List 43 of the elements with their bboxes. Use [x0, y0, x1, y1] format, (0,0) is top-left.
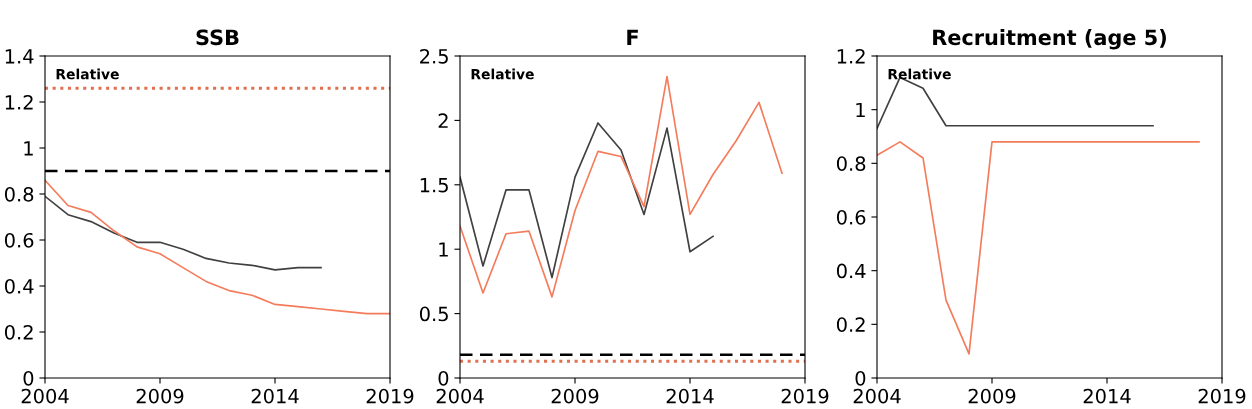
- x-tick-label: 2014: [251, 388, 299, 404]
- y-tick-label: 0.6: [836, 209, 866, 225]
- annotation: Relative: [471, 68, 534, 80]
- y-tick-label: 0.6: [4, 232, 34, 248]
- y-tick-label: 0.5: [419, 306, 448, 322]
- x-tick-label: 2009: [136, 388, 184, 404]
- x-tick-label: 2019: [781, 388, 829, 404]
- y-tick-label: 0: [23, 370, 34, 386]
- y-tick-label: 1: [24, 141, 33, 156]
- y-tick-label: 0: [438, 370, 449, 386]
- y-tick-label: 1: [439, 242, 448, 257]
- y-tick-label: 2: [438, 113, 448, 128]
- y-tick-label: 1.2: [5, 94, 33, 110]
- x-tick-label: 2009: [968, 388, 1016, 404]
- line-series: [877, 141, 1200, 355]
- y-tick-label: 0.2: [4, 324, 33, 340]
- x-tick-label: 2014: [666, 388, 714, 404]
- line-series: [45, 179, 390, 315]
- x-tick-label: 2004: [436, 388, 484, 404]
- y-tick-label: 0.8: [4, 186, 34, 202]
- line-series: [45, 195, 322, 271]
- chart-title: SSB: [196, 29, 239, 46]
- y-tick-label: 2.5: [420, 48, 448, 64]
- y-tick-label: 0.8: [836, 156, 866, 171]
- y-tick-label: 0.4: [836, 263, 866, 279]
- y-tick-label: 1: [856, 102, 865, 118]
- x-tick-label: 2019: [366, 388, 414, 404]
- y-tick-label: 1.4: [5, 49, 34, 64]
- y-tick-label: 1.2: [837, 48, 865, 64]
- x-tick-label: 2004: [853, 388, 901, 404]
- y-tick-label: 1.5: [420, 178, 448, 193]
- chart-title: F: [627, 29, 638, 45]
- x-tick-label: 2019: [1198, 388, 1246, 404]
- y-tick-label: 0.4: [4, 278, 34, 294]
- line-series: [460, 122, 714, 279]
- y-tick-label: 0.2: [836, 317, 865, 332]
- annotation: Relative: [56, 68, 119, 80]
- y-tick-label: 0: [855, 370, 866, 386]
- x-tick-label: 2009: [551, 388, 599, 404]
- annotation: Relative: [888, 68, 951, 80]
- x-tick-label: 2004: [21, 388, 69, 404]
- x-tick-label: 2014: [1083, 388, 1131, 404]
- chart-title: Recruitment (age 5): [933, 29, 1166, 50]
